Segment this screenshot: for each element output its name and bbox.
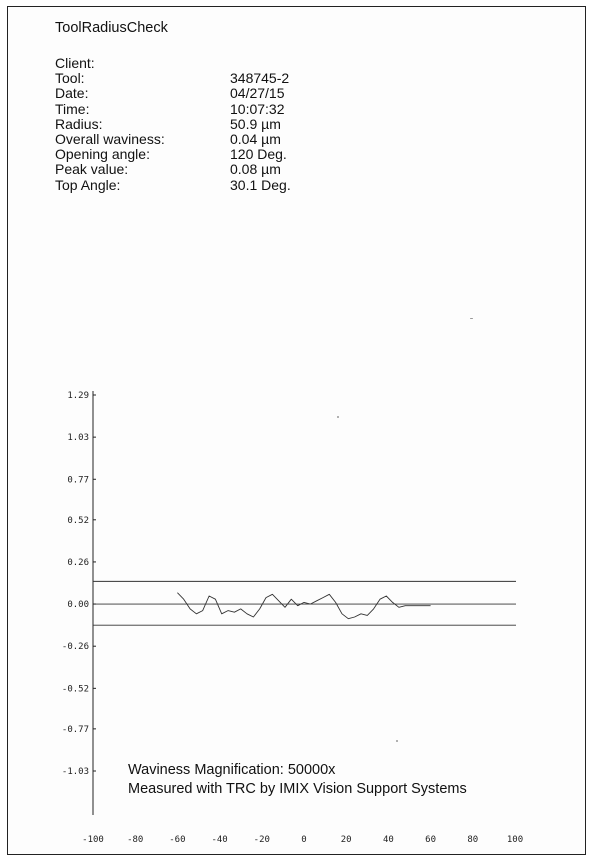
y-tick-label: 1.03 bbox=[67, 433, 89, 443]
info-label: Tool: bbox=[55, 70, 85, 87]
y-tick-label: 0.26 bbox=[67, 558, 89, 568]
info-value: 348745-2 bbox=[230, 70, 290, 87]
y-tick-label: 0.00 bbox=[67, 600, 89, 610]
report-info-table: Client: Tool: 348745-2 Date: 04/27/15 Time… bbox=[55, 55, 291, 193]
info-row-opening-angle: Opening angle: 120 Deg. bbox=[55, 146, 291, 163]
x-tick-label: -60 bbox=[169, 835, 185, 845]
info-label: Client: bbox=[55, 55, 95, 71]
chart-annotation-credit: Measured with TRC by IMIX Vision Support… bbox=[128, 781, 467, 797]
scan-speck bbox=[396, 740, 398, 742]
report-title: ToolRadiusCheck bbox=[55, 20, 168, 36]
y-tick-label: -0.52 bbox=[62, 684, 89, 694]
info-row-client: Client: bbox=[55, 55, 291, 71]
info-row-radius: Radius: 50.9 µm bbox=[55, 115, 291, 132]
info-row-peak-value: Peak value: 0.08 µm bbox=[55, 162, 291, 177]
x-tick-label: 20 bbox=[341, 835, 352, 845]
reference-lines bbox=[93, 580, 516, 626]
y-tick-label: 0.52 bbox=[67, 516, 89, 526]
x-tick-label: 100 bbox=[507, 835, 523, 845]
y-axis-ticks: 1.29 1.03 0.77 0.52 0.26 0.00 -0.26 -0.52 -0.77 -… bbox=[62, 391, 96, 777]
y-tick-label: -0.26 bbox=[62, 642, 89, 652]
waviness-profile-line bbox=[177, 592, 431, 620]
info-label: Time: bbox=[55, 100, 90, 117]
info-label: Overall waviness: bbox=[55, 130, 165, 147]
x-tick-label: -20 bbox=[254, 835, 270, 845]
x-tick-label: 80 bbox=[467, 835, 478, 845]
scan-speck bbox=[470, 318, 473, 319]
x-axis-ticks: -100 -80 -60 -40 -20 0 20 40 60 80 100 bbox=[82, 835, 523, 845]
x-tick-label: -100 bbox=[82, 835, 104, 845]
y-tick-label: -0.77 bbox=[62, 725, 89, 735]
info-label: Top Angle: bbox=[55, 176, 121, 193]
info-value: 0.08 µm bbox=[230, 161, 281, 178]
info-row-date: Date: 04/27/15 bbox=[55, 86, 291, 101]
y-tick-label: 0.77 bbox=[67, 475, 89, 485]
info-value: 120 Deg. bbox=[230, 146, 287, 163]
info-row-top-angle: Top Angle: 30.1 Deg. bbox=[55, 176, 291, 193]
x-tick-label: -40 bbox=[211, 835, 227, 845]
x-tick-label: 40 bbox=[383, 835, 394, 845]
info-value: 10:07:32 bbox=[230, 100, 285, 117]
scan-speck bbox=[337, 416, 339, 418]
info-label: Date: bbox=[55, 85, 89, 102]
chart-annotation-magnification: Waviness Magnification: 50000x bbox=[128, 762, 336, 778]
x-tick-label: 0 bbox=[301, 835, 306, 845]
info-row-waviness: Overall waviness: 0.04 µm bbox=[55, 130, 291, 147]
y-tick-label: -1.03 bbox=[62, 767, 89, 777]
report-sheet bbox=[7, 6, 586, 855]
info-label: Peak value: bbox=[55, 161, 129, 178]
info-label: Opening angle: bbox=[55, 146, 150, 163]
y-tick-label: 1.29 bbox=[67, 391, 89, 401]
info-value: 04/27/15 bbox=[230, 85, 285, 102]
info-row-time: Time: 10:07:32 bbox=[55, 100, 291, 117]
info-value: 30.1 Deg. bbox=[230, 176, 291, 193]
chart-series bbox=[177, 592, 431, 620]
info-value: 0.04 µm bbox=[230, 130, 281, 147]
info-label: Radius: bbox=[55, 115, 103, 132]
info-value: 50.9 µm bbox=[230, 115, 281, 132]
x-tick-label: 60 bbox=[425, 835, 436, 845]
info-row-tool: Tool: 348745-2 bbox=[55, 70, 291, 87]
x-tick-label: -80 bbox=[127, 835, 143, 845]
